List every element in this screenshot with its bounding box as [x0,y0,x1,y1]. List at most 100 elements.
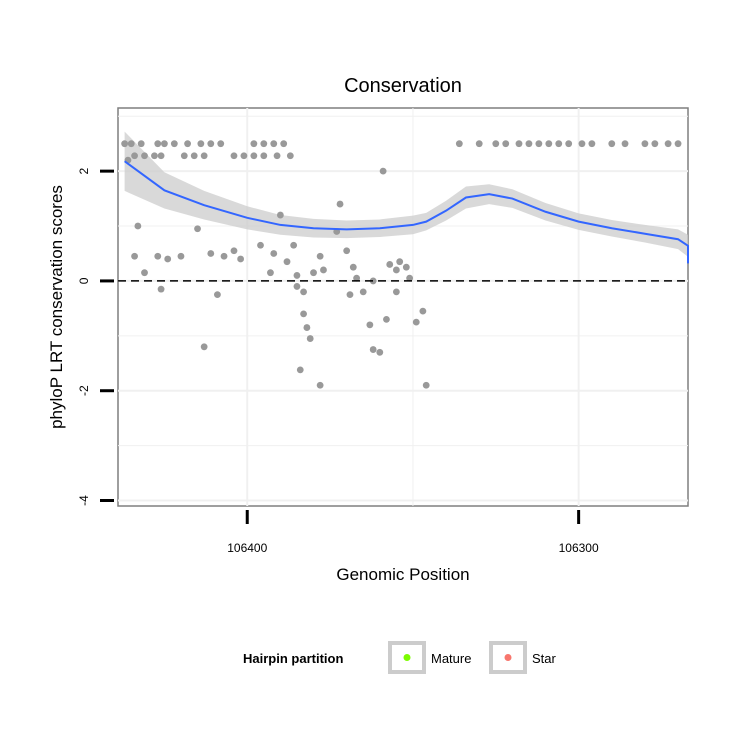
data-point [160,140,168,148]
data-point [200,343,208,351]
data-point [525,140,533,148]
data-point [214,291,221,299]
x-axis-title: Genomic Position [336,565,469,584]
data-point [270,140,278,148]
data-point [343,247,351,255]
data-point [230,247,238,255]
data-point [300,310,307,318]
data-point [267,269,274,277]
data-point [283,258,291,266]
data-point [230,152,238,160]
data-point [535,140,543,148]
data-point [406,274,414,282]
legend-key-point [504,654,512,661]
data-point [349,263,357,271]
smooth-line [124,160,689,264]
data-point [651,140,659,148]
data-point [276,211,284,219]
confidence-band [124,131,688,282]
data-point [293,272,301,279]
plot-panel [117,107,689,507]
y-tick-label: -2 [77,385,91,396]
data-point [608,140,616,148]
data-point [180,152,188,160]
legend-title: Hairpin partition [243,651,343,666]
data-point [157,285,165,293]
data-point [164,255,172,263]
data-point [664,140,672,148]
smooth-ribbon [124,131,688,282]
points-layer [121,140,682,389]
data-point [154,252,162,260]
data-point [260,152,268,160]
y-tick-label: 0 [77,277,91,284]
data-point [134,222,142,230]
data-point [250,152,258,160]
x-tick-label: 106400 [227,541,267,555]
legend-label: Mature [431,651,471,666]
data-point [207,250,215,257]
data-point [207,140,215,148]
data-point [200,152,208,160]
data-point [154,140,162,148]
data-point [270,250,278,257]
chart-title: Conservation [344,75,462,97]
data-point [383,315,390,323]
data-point [588,140,596,148]
data-point [137,140,145,148]
data-point [402,263,410,271]
data-point [151,152,158,160]
data-point [217,140,225,148]
data-point [455,140,463,148]
data-point [310,269,317,277]
y-tick-label: 2 [77,167,91,174]
y-axis-title: phyloP LRT conservation scores [47,185,66,429]
data-point [273,152,281,160]
data-point [674,140,682,148]
data-point [565,140,573,148]
data-point [127,140,135,148]
data-point [280,140,288,148]
data-point [359,288,367,296]
data-point [492,140,500,148]
data-point [386,261,394,268]
data-point [336,200,344,208]
data-point [419,307,427,315]
data-point [555,140,563,148]
data-point [300,288,307,296]
data-point [121,140,129,148]
data-point [316,252,324,260]
data-point [379,167,387,175]
data-point [515,140,523,148]
data-point [190,152,198,160]
data-point [422,381,430,389]
data-point [641,140,649,148]
data-point [396,258,404,266]
data-point [290,241,298,249]
data-point [240,152,248,160]
data-point [621,140,629,148]
data-point [316,381,324,389]
legend-key [489,641,527,674]
data-point [369,277,377,285]
data-point [260,140,268,148]
data-point [141,152,148,160]
data-point [170,140,178,148]
data-point [131,152,138,160]
data-point [197,140,205,148]
data-point [194,225,201,233]
data-point [306,335,314,342]
data-point [475,140,483,148]
data-point [303,324,311,331]
y-tick-label: -4 [77,495,91,506]
data-point [257,241,264,249]
data-point [131,252,138,260]
data-point [184,140,191,148]
legend-key-point [403,654,411,661]
data-point [296,366,304,374]
data-point [578,140,586,148]
data-point [220,252,228,260]
smooth-trend-line [124,160,689,264]
data-point [293,283,301,290]
